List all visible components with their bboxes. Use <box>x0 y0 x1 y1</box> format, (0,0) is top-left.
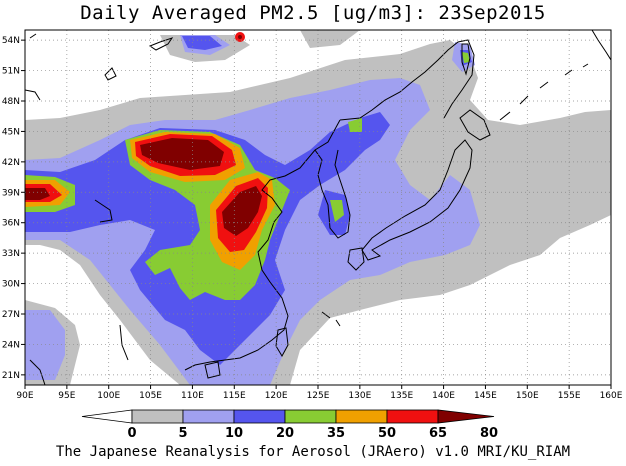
y-tick-label: 27N <box>2 310 20 320</box>
inland-border-4 <box>94 199 113 223</box>
sakhalin <box>461 43 471 76</box>
x-tick-label: 125E <box>307 391 330 401</box>
korea-coast <box>314 149 351 239</box>
colorbar-box <box>335 409 388 424</box>
colorbar-label: 65 <box>429 426 447 441</box>
x-tick-label: 145E <box>474 391 497 401</box>
y-tick-label: 30N <box>2 280 20 290</box>
y-tick-label: 42N <box>2 158 20 168</box>
y-tick-label: 36N <box>2 219 20 229</box>
colorbar-arrow-high <box>437 409 495 424</box>
y-tick-label: 51N <box>2 67 20 77</box>
colorbar-box <box>182 409 235 424</box>
inland-border-7 <box>29 33 37 39</box>
colorbar: 0 5 10 20 35 50 65 80 <box>81 409 498 441</box>
y-tick-label: 24N <box>2 340 20 350</box>
map-title: Daily Averaged PM2.5 [ug/m3]: 23Sep2015 <box>80 2 546 24</box>
y-tick-label: 33N <box>2 249 20 259</box>
inland-border-2 <box>29 359 46 385</box>
japan-hokkaido <box>459 109 491 141</box>
russia-coast <box>339 39 475 121</box>
inland-border-1 <box>25 89 41 101</box>
lake-baikal <box>148 37 174 51</box>
colorbar-label: 20 <box>276 426 294 441</box>
x-tick-label: 160E <box>600 391 623 401</box>
x-tick-label: 130E <box>348 391 371 401</box>
kuril-islands <box>499 63 589 121</box>
inland-border-6 <box>119 324 129 361</box>
coastlines <box>25 30 611 385</box>
x-tick-label: 150E <box>516 391 539 401</box>
colorbar-box <box>131 409 184 424</box>
x-tick-label: 155E <box>558 391 581 401</box>
kamchatka <box>591 30 611 61</box>
y-tick-label: 48N <box>2 97 20 107</box>
colorbar-label: 50 <box>378 426 396 441</box>
colorbar-label: 10 <box>225 426 243 441</box>
japan-honshu <box>361 139 473 261</box>
y-tick-label: 39N <box>2 188 20 198</box>
colorbar-label: 0 <box>127 426 136 441</box>
graticule <box>25 30 611 385</box>
y-axis-ticks: 21N 24N 27N 30N 33N 36N 39N 42N 45N 48N 51N 54N <box>2 36 25 381</box>
colorbar-arrow-low <box>81 409 133 424</box>
x-tick-label: 90E <box>16 391 33 401</box>
x-tick-label: 110E <box>181 391 204 401</box>
colorbar-label: 35 <box>327 426 345 441</box>
inland-border-5 <box>321 311 341 327</box>
colorbar-box <box>233 409 286 424</box>
x-axis-ticks: 90E 95E 100E 105E 110E 115E 120E 125E 130E 135E 14… <box>16 385 623 401</box>
colorbar-box <box>284 409 337 424</box>
y-tick-label: 45N <box>2 127 20 137</box>
colorbar-label: 80 <box>480 426 498 441</box>
x-tick-label: 100E <box>97 391 120 401</box>
x-tick-label: 135E <box>390 391 413 401</box>
china-coast <box>184 119 341 371</box>
y-tick-label: 54N <box>2 36 20 46</box>
x-tick-label: 105E <box>139 391 162 401</box>
hainan <box>204 361 221 379</box>
y-tick-label: 21N <box>2 371 20 381</box>
x-tick-label: 140E <box>432 391 455 401</box>
x-tick-label: 115E <box>223 391 246 401</box>
credit-line: The Japanese Reanalysis for Aerosol (JRA… <box>55 444 571 460</box>
colorbar-box <box>386 409 439 424</box>
taiwan <box>275 327 289 358</box>
x-tick-label: 120E <box>265 391 288 401</box>
colorbar-label: 5 <box>178 426 187 441</box>
x-tick-label: 95E <box>58 391 75 401</box>
